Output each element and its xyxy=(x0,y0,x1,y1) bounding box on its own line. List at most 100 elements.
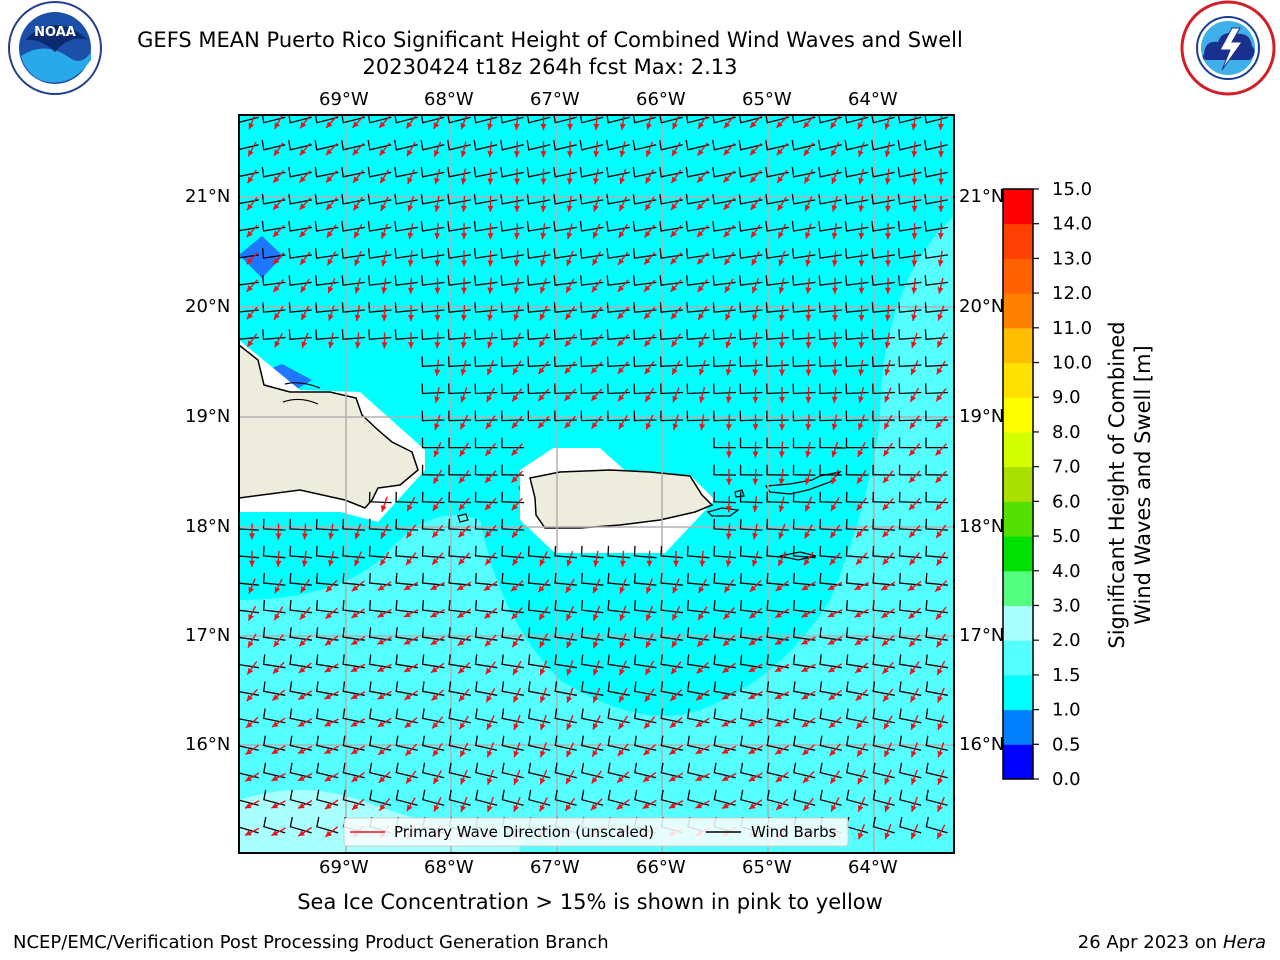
wave-arrow-head xyxy=(935,476,942,483)
wind-barb xyxy=(897,115,922,124)
wave-arrow-head xyxy=(937,723,944,731)
wind-barb xyxy=(579,248,604,259)
wind-barb xyxy=(899,789,922,806)
wind-barb xyxy=(792,627,816,641)
wave-arrow-head xyxy=(591,285,598,293)
wave-arrow-head xyxy=(778,505,785,512)
wave-arrow-head xyxy=(408,315,414,322)
wave-arrow-head xyxy=(619,586,626,594)
wave-arrow-head xyxy=(909,640,916,647)
wind-barb xyxy=(528,789,551,806)
wave-arrow-head xyxy=(672,613,678,621)
wave-arrow-head xyxy=(328,533,335,540)
wave-arrow-head xyxy=(911,805,917,812)
wind-barb xyxy=(367,166,392,178)
wave-arrow-head xyxy=(935,421,942,429)
wave-arrow-head xyxy=(616,803,624,810)
wave-arrow-head xyxy=(858,205,865,212)
wave-arrow-head xyxy=(672,423,679,430)
wave-arrow-head xyxy=(324,666,332,673)
wave-arrow-head xyxy=(591,339,598,347)
wave-arrow-head xyxy=(723,612,730,620)
wind-barb xyxy=(792,681,816,696)
wind-barb-field xyxy=(239,115,949,834)
wave-arrow-head xyxy=(566,259,572,266)
wave-arrow-head xyxy=(831,450,838,458)
wind-barb xyxy=(765,166,789,178)
wave-arrow-head xyxy=(909,422,916,429)
wind-barb xyxy=(924,329,949,341)
wind-barb xyxy=(845,681,869,696)
wind-barb xyxy=(819,681,842,696)
wind-barb xyxy=(819,437,842,449)
wave-arrow-head xyxy=(432,722,439,729)
lon-label-bottom-65w: 65°W xyxy=(742,857,792,878)
wave-arrow-field xyxy=(244,115,948,840)
wind-barb xyxy=(474,600,498,614)
wave-arrow-head xyxy=(722,693,729,700)
wind-barb xyxy=(342,627,365,641)
wind-barb xyxy=(368,572,392,586)
wave-arrow-head xyxy=(327,258,334,266)
wind-barb xyxy=(925,491,949,504)
wave-arrow-head xyxy=(460,150,467,158)
wave-arrow-head xyxy=(619,641,626,649)
wind-barb xyxy=(766,518,790,531)
wave-arrow-head xyxy=(540,723,546,731)
wind-barb xyxy=(554,708,577,724)
wind-barb xyxy=(474,572,498,586)
wind-barb xyxy=(899,762,922,779)
wave-arrow-head xyxy=(695,775,703,781)
wave-arrow-head xyxy=(723,639,730,646)
wave-arrow-head xyxy=(274,586,281,594)
wind-barb xyxy=(448,600,471,614)
wind-barb xyxy=(580,708,604,724)
wave-arrow-head xyxy=(380,532,387,539)
wave-arrow-head xyxy=(831,177,837,184)
wave-arrow-head xyxy=(827,639,835,645)
wind-barb xyxy=(395,518,419,531)
wind-barb xyxy=(633,383,657,395)
wind-barb xyxy=(369,762,392,779)
wave-arrow-head xyxy=(352,803,359,810)
wave-arrow-head xyxy=(802,748,809,755)
wave-arrow-head xyxy=(566,723,572,730)
wind-barb xyxy=(898,302,922,313)
wave-arrow-head xyxy=(591,422,598,429)
wind-barb xyxy=(395,735,418,751)
wind-barb xyxy=(342,789,365,806)
wind-barb xyxy=(314,139,339,151)
wind-barb xyxy=(819,518,843,531)
wind-barb xyxy=(607,383,631,395)
wave-arrow-head xyxy=(512,558,519,566)
wave-arrow-head xyxy=(273,230,280,237)
wave-arrow-head xyxy=(433,805,440,812)
wave-arrow-head xyxy=(749,612,756,619)
wave-arrow-head xyxy=(857,749,863,757)
wave-arrow-head xyxy=(274,340,281,348)
wave-arrow-head xyxy=(858,150,864,157)
wind-barb xyxy=(580,275,604,286)
wave-arrow-head xyxy=(325,639,332,646)
wave-arrow-head xyxy=(936,394,943,402)
wave-arrow-head xyxy=(752,478,759,485)
wave-arrow-head xyxy=(937,340,943,348)
wave-arrow-head xyxy=(353,203,360,211)
wind-barb xyxy=(686,329,710,341)
wave-arrow-head xyxy=(513,805,519,812)
lon-label-top-66w: 66°W xyxy=(636,89,686,110)
wind-barb xyxy=(898,681,922,696)
colorbar-segment xyxy=(1003,397,1033,433)
wind-barb xyxy=(659,275,683,286)
colorbar-segment xyxy=(1003,189,1033,225)
wind-barb xyxy=(765,248,789,259)
wave-arrow-head xyxy=(775,748,782,755)
wind-barb xyxy=(579,139,604,151)
wave-arrow-head xyxy=(513,287,520,294)
wind-barb xyxy=(501,437,524,449)
wave-arrow-head xyxy=(353,176,360,183)
wave-arrow-head xyxy=(908,584,915,591)
wind-barb xyxy=(447,356,472,368)
wind-barb xyxy=(474,356,498,368)
wind-barb xyxy=(606,166,630,178)
